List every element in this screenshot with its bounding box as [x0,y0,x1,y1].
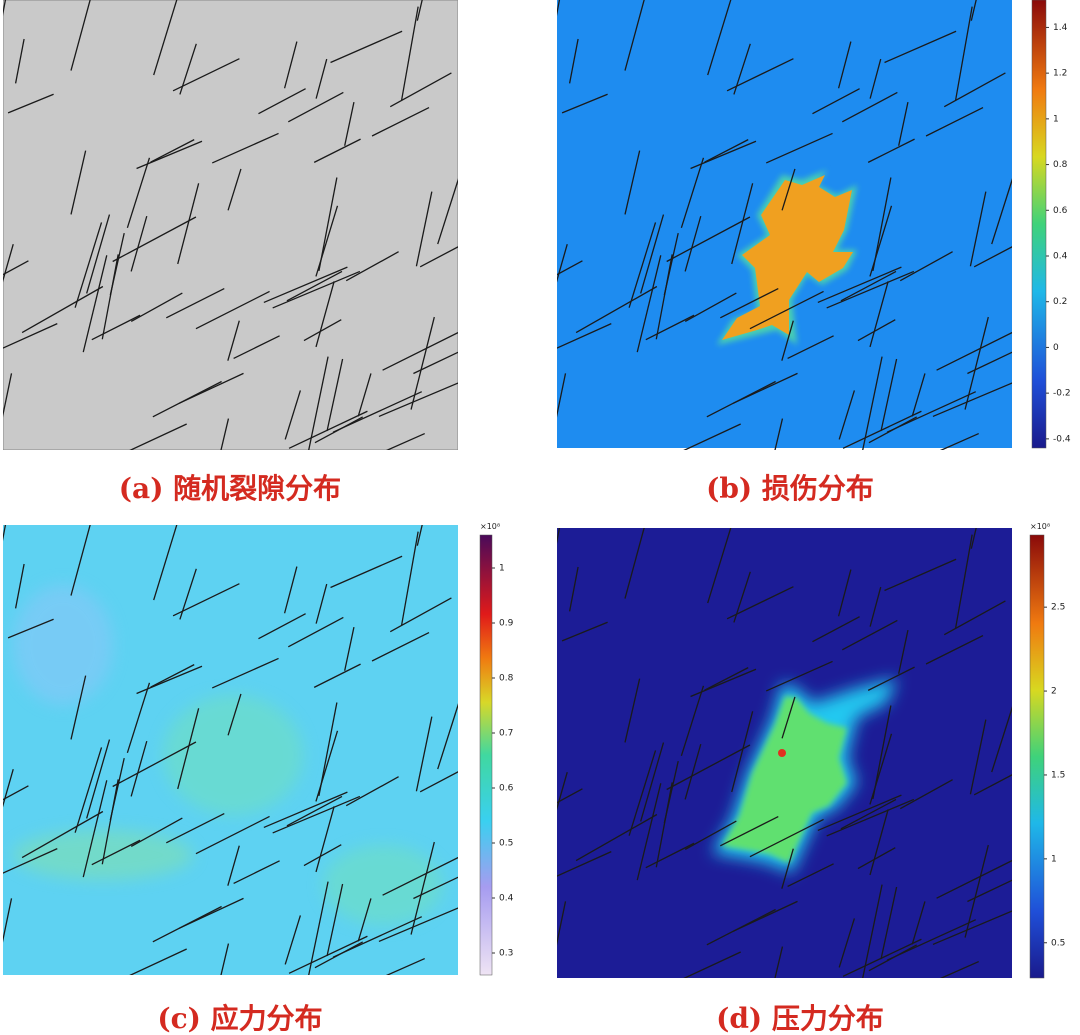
colorbar-tick-label: 0.6 [1053,206,1068,216]
colorbar [1029,534,1045,979]
caption: (d) 压力分布 [716,1002,884,1035]
colorbar-tick-label: 0.2 [1053,297,1067,307]
colorbar [479,534,493,976]
colorbar-tick-label: 1.5 [1051,770,1065,780]
colorbar [1031,0,1047,449]
colorbar-tick-label: 0.5 [499,839,513,849]
colorbar-tick-label: 0.8 [1053,160,1068,170]
colorbar-tick-label: -0.2 [1053,389,1071,399]
colorbar-tick-label: 1.2 [1053,69,1067,79]
panel-d [557,528,1012,978]
colorbar-tick-label: 0.9 [499,619,514,629]
colorbar-tick-label: 1.4 [1053,23,1068,33]
colorbar-tick-label: 0.6 [499,784,514,794]
colorbar-tick-label: 0.3 [499,949,513,959]
colorbar-tick-label: 0.4 [1053,252,1068,262]
colorbar-tick-label: 1 [499,564,505,574]
caption: (c) 应力分布 [157,1002,322,1035]
colorbar-tick-label: -0.4 [1053,434,1071,444]
panel-a [3,0,458,450]
colorbar-tick-label: 0.7 [499,729,513,739]
panel-b [557,0,1012,450]
colorbar-tick-label: 0 [1053,343,1059,353]
colorbar-tick-label: 1 [1051,854,1057,864]
pressure-zone [722,696,847,863]
colorbar-tick-label: 1 [1053,114,1059,124]
colorbar-tick-label: 2 [1051,687,1057,697]
colorbar-tick-label: 2.5 [1051,603,1065,613]
caption: (a) 随机裂隙分布 [119,472,341,505]
peak [778,749,786,757]
panel-c [3,525,458,975]
colorbar-multiplier: ×10⁸ [1030,522,1050,531]
damage-zone [722,175,853,340]
colorbar-tick-label: 0.8 [499,674,514,684]
colorbars: -0.4 -0.2 0 0.2 0.4 0.6 0.8 1 1.2 1.4 ×10⁸ 0.3 0.4 0.… [479,0,1071,979]
colorbar-tick-label: 0.4 [499,894,514,904]
colorbar-tick-label: 0.5 [1051,938,1065,948]
field [3,0,458,450]
caption: (b) 损伤分布 [706,472,874,505]
colorbar-multiplier: ×10⁸ [480,522,500,531]
